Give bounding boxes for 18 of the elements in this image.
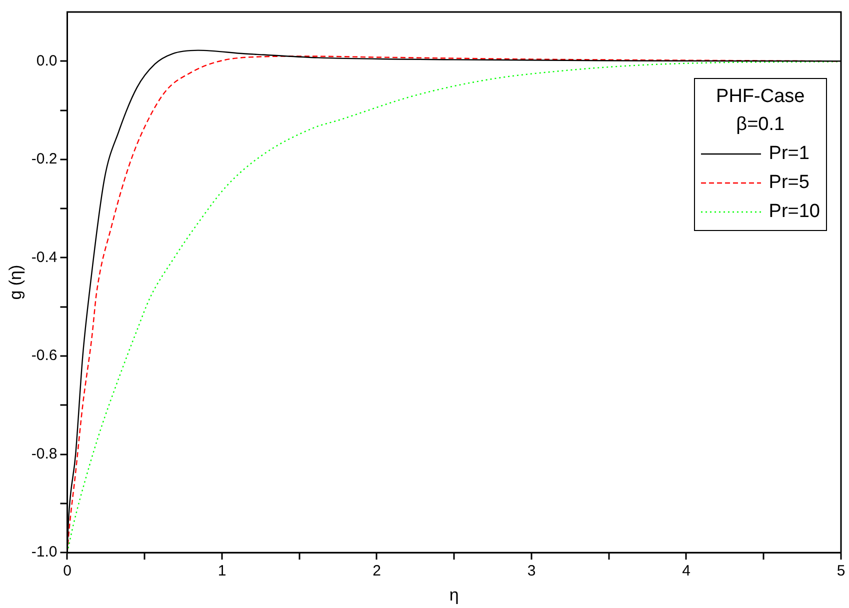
- x-tick-label: 5: [836, 562, 846, 580]
- legend-title: PHF-Case β=0.1: [715, 85, 806, 137]
- x-tick-label: 4: [682, 562, 690, 580]
- x-tick-label: 1: [218, 562, 226, 580]
- y-tick-label: -0.8: [31, 445, 58, 462]
- y-tick-label: -0.6: [31, 347, 58, 364]
- x-tick-label: 3: [527, 562, 536, 580]
- x-tick-label: 0: [63, 562, 72, 580]
- y-tick-label: 0.0: [36, 52, 58, 70]
- x-tick-label: 2: [372, 562, 381, 580]
- legend-label: Pr=5: [768, 171, 810, 195]
- y-tick-label: -0.4: [31, 248, 58, 266]
- legend-label: Pr=10: [768, 200, 820, 224]
- y-tick-label: -1.0: [31, 544, 58, 561]
- y-tick-label: -0.2: [31, 150, 58, 168]
- y-axis-title: g (η): [6, 264, 25, 300]
- legend-label: Pr=1: [768, 142, 810, 166]
- x-axis-title: η: [449, 585, 459, 604]
